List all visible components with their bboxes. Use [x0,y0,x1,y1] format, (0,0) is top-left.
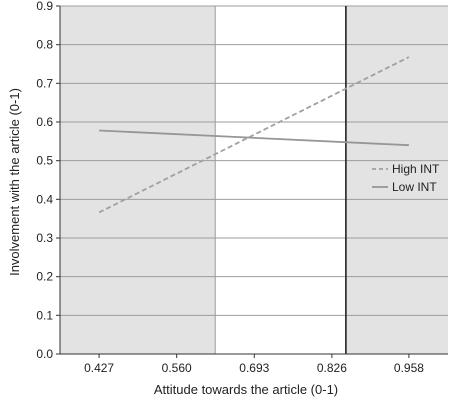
series-line-high-int [98,56,410,214]
x-axis-label: Attitude towards the article (0-1) [154,382,338,397]
y-tick-label: 0.0 [36,347,53,361]
x-tick-label: 0.958 [394,361,424,375]
legend: High INT Low INT [372,162,440,194]
y-tick-label: 0.7 [36,76,53,90]
x-tick-label: 0.560 [162,361,192,375]
y-tick-label: 0.3 [36,231,53,245]
legend-label: Low INT [392,180,437,194]
y-axis-label: Involvement with the article (0-1) [7,88,22,276]
y-tick-label: 0.1 [36,308,53,322]
x-tick-label: 0.826 [317,361,347,375]
x-tick-label: 0.693 [239,361,269,375]
y-tick-label: 0.6 [36,115,53,129]
x-tick-labels: 0.427 0.560 0.693 0.826 0.958 [84,354,424,375]
region-0 [60,6,216,354]
y-tick-label: 0.5 [36,154,53,168]
y-tick-labels: 0.0 0.1 0.2 0.3 0.4 0.5 0.6 0.7 0.8 0.9 [36,0,60,361]
y-tick-label: 0.8 [36,38,53,52]
y-tick-label: 0.9 [36,0,53,13]
y-tick-label: 0.4 [36,192,53,206]
y-tick-label: 0.2 [36,270,53,284]
legend-label: High INT [392,162,440,176]
x-tick-label: 0.427 [84,361,114,375]
region-1 [215,6,346,354]
series-line-low-int [99,129,409,147]
series-lines [98,56,410,214]
reference-lines [214,6,347,354]
shaded-regions [60,6,448,354]
